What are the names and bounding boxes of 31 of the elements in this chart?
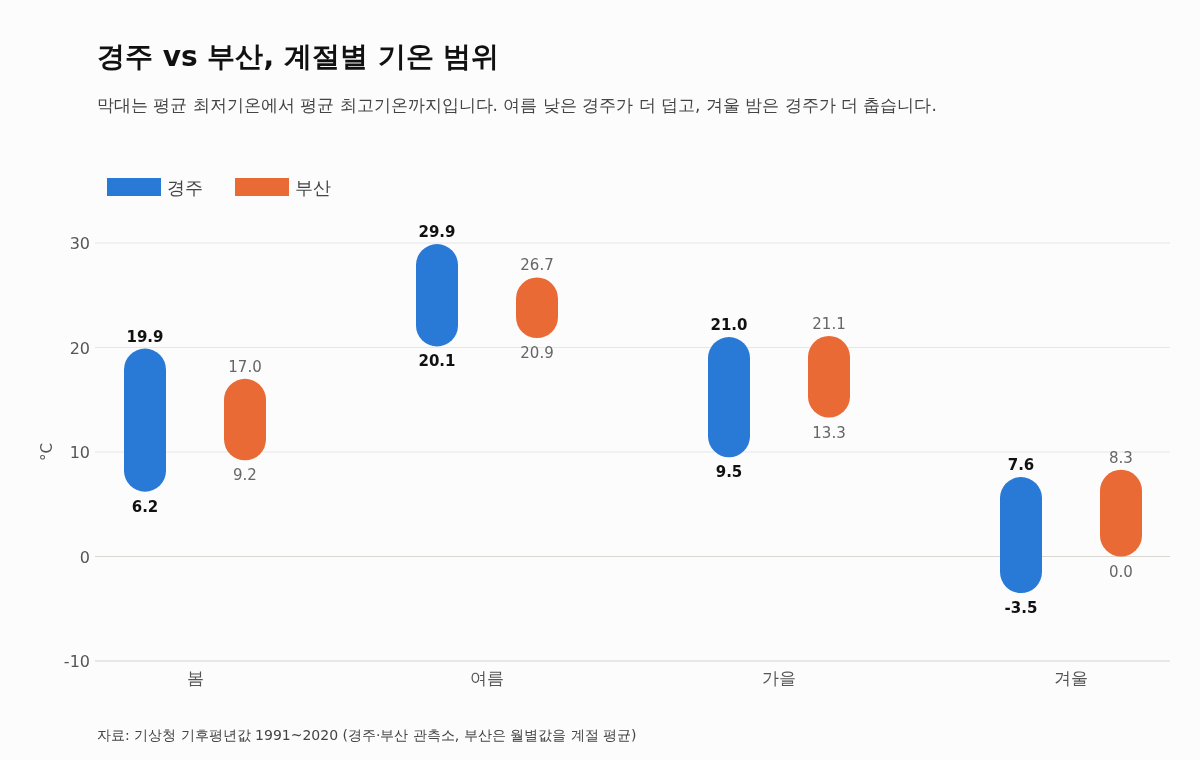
- annotation: 13.3: [812, 423, 846, 442]
- ytick: 30: [69, 234, 90, 253]
- annotation: 20.9: [520, 344, 554, 363]
- annotation: 21.1: [812, 315, 846, 333]
- title: 경주 vs 부산, 계절별 기온 범위: [97, 40, 500, 73]
- annotation: 7.6: [1007, 456, 1035, 475]
- ytick: 10: [69, 443, 90, 462]
- annotation: 20.1: [418, 352, 456, 371]
- annotation: 19.9: [126, 327, 164, 346]
- annotation: 0.0: [1109, 562, 1133, 581]
- annotation: 17.0: [228, 357, 262, 376]
- xtick: 여름: [470, 668, 504, 688]
- ylabel: °C: [38, 443, 56, 461]
- xtick: 봄: [186, 668, 204, 688]
- annotation: 9.2: [233, 466, 257, 485]
- annotation: 9.5: [715, 463, 743, 482]
- ytick: 0: [79, 547, 90, 567]
- annotation: 6.2: [131, 497, 159, 516]
- legend-label: 경주: [167, 177, 203, 198]
- annotation: 26.7: [520, 256, 554, 275]
- annotation: -3.5: [1004, 599, 1038, 618]
- ytick: 20: [69, 338, 90, 358]
- xtick: 가을: [762, 668, 796, 688]
- annotation: 8.3: [1109, 448, 1133, 467]
- annotation: 29.9: [418, 223, 456, 242]
- ytick: -10: [63, 652, 90, 671]
- annotation: 21.0: [710, 316, 748, 335]
- legend-label: 부산: [295, 177, 331, 198]
- xtick: 겨울: [1054, 668, 1088, 688]
- subtitle: 막대는 평균 최저기온에서 평균 최고기온까지입니다. 여름 낮은 경주가 더 덥고, 겨울 밤은 경주가 더 춥습니다.: [97, 95, 937, 115]
- annotation: 자료: 기상청 기후평년값 1991~2020 (경주·부산 관측소, 부산은 월별값을 계절 평균): [97, 727, 637, 743]
